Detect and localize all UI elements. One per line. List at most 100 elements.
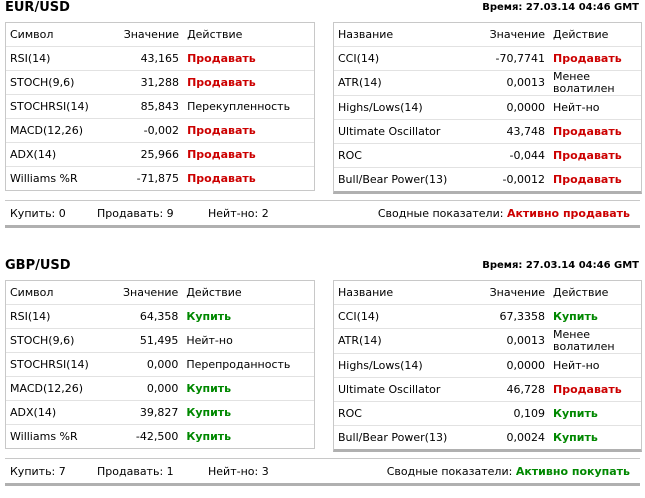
- update-time: Время: 27.03.14 04:46 GMT: [482, 260, 639, 271]
- indicator-name: RSI(14): [6, 46, 109, 71]
- indicator-row: CCI(14) 67,3358 Купить: [334, 304, 641, 329]
- indicator-value: 0,0024: [506, 430, 546, 444]
- indicator-row: Ultimate Oscillator 43,748 Продавать: [334, 119, 641, 144]
- header-row: Символ Значение Действие: [6, 23, 314, 47]
- summary-bar: Купить: 0 Продавать: 9 Нейт-но: 2 Сводные п…: [5, 200, 640, 228]
- indicator-action: Купить: [549, 304, 641, 329]
- buy-count: Купить: 7: [10, 465, 66, 478]
- indicator-name: ATR(14): [334, 70, 474, 96]
- indicator-value: 0,0013: [473, 70, 549, 96]
- summary-total: Сводные показатели: Активно продавать: [378, 207, 630, 220]
- indicator-action: Продавать: [187, 171, 256, 185]
- indicator-name: Ultimate Oscillator: [334, 377, 474, 402]
- indicator-name: CCI(14): [334, 304, 474, 329]
- summary-total: Сводные показатели: Активно покупать: [387, 465, 630, 478]
- indicator-value: 0,109: [473, 401, 549, 426]
- indicator-action: Перекупленность: [183, 94, 314, 119]
- indicator-row: Highs/Lows(14) 0,0000 Нейт-но: [334, 353, 641, 378]
- neutral-count: Нейт-но: 3: [208, 465, 269, 478]
- indicator-action: Купить: [549, 401, 641, 426]
- indicator-row: RSI(14) 64,358 Купить: [6, 304, 314, 329]
- indicator-table: Название Значение Действие CCI(14) 67,3358 Ку…: [333, 280, 642, 452]
- indicator-table: Символ Значение Действие RSI(14) 64,358 Купит…: [5, 280, 315, 449]
- indicator-row: STOCHRSI(14) 0,000 Перепроданность: [6, 352, 314, 377]
- header-row: Название Значение Действие: [334, 281, 641, 305]
- indicator-row: ADX(14) 25,966 Продавать: [6, 142, 314, 167]
- indicator-name: Williams %R: [10, 429, 78, 443]
- indicator-row: ADX(14) 39,827 Купить: [6, 400, 314, 425]
- table: Символ Значение Действие RSI(14) 64,358 Купит…: [6, 281, 314, 448]
- indicator-row: STOCHRSI(14) 85,843 Перекупленность: [6, 94, 314, 119]
- table: Название Значение Действие CCI(14) 67,3358 Ку…: [334, 281, 641, 449]
- column-header: Значение: [108, 23, 184, 47]
- indicator-name: Bull/Bear Power(13): [338, 172, 448, 186]
- sell-count: Продавать: 1: [97, 465, 174, 478]
- indicator-name: RSI(14): [6, 304, 108, 329]
- column-header: Название: [334, 281, 474, 305]
- column-header: Символ: [6, 281, 108, 305]
- indicator-action: Продавать: [549, 143, 641, 168]
- indicator-row: CCI(14) -70,7741 Продавать: [334, 46, 641, 71]
- indicator-row: Williams %R -42,500 Купить: [6, 425, 314, 449]
- indicator-name: MACD(12,26): [6, 118, 109, 143]
- indicator-action: Нейт-но: [549, 353, 641, 378]
- indicator-action: Купить: [182, 376, 314, 401]
- indicator-value: 51,495: [107, 328, 183, 353]
- pair-title: GBP/USD: [5, 258, 71, 273]
- indicator-block: EUR/USD Время: 27.03.14 04:46 GMT Символ Зн…: [0, 0, 645, 240]
- indicator-value: -42,500: [135, 429, 179, 443]
- indicator-action: Купить: [182, 400, 314, 425]
- indicator-value: 31,288: [108, 70, 184, 95]
- column-header: Действие: [549, 23, 641, 47]
- indicator-name: ROC: [334, 143, 474, 168]
- indicator-name: ATR(14): [334, 328, 474, 354]
- indicator-action: Перепроданность: [182, 352, 314, 377]
- indicator-name: Highs/Lows(14): [334, 95, 474, 120]
- indicator-name: ROC: [334, 401, 474, 426]
- indicator-row: ROC -0,044 Продавать: [334, 143, 641, 168]
- indicator-row: STOCH(9,6) 31,288 Продавать: [6, 70, 314, 95]
- indicator-action: Менее волатилен: [549, 70, 641, 96]
- indicator-name: STOCH(9,6): [6, 328, 108, 353]
- indicator-row: Ultimate Oscillator 46,728 Продавать: [334, 377, 641, 402]
- indicator-action: Менее волатилен: [549, 328, 641, 354]
- indicator-name: ADX(14): [6, 142, 109, 167]
- indicator-name: STOCH(9,6): [6, 70, 109, 95]
- column-header: Действие: [183, 23, 314, 47]
- indicator-row: RSI(14) 43,165 Продавать: [6, 46, 314, 71]
- indicator-value: -70,7741: [473, 46, 549, 71]
- indicator-table: Символ Значение Действие RSI(14) 43,165 Прода…: [5, 22, 315, 191]
- indicator-action: Продавать: [183, 70, 314, 95]
- indicator-name: ADX(14): [6, 400, 108, 425]
- indicator-action: Купить: [553, 430, 598, 444]
- indicator-name: Ultimate Oscillator: [334, 119, 474, 144]
- summary-bar: Купить: 7 Продавать: 1 Нейт-но: 3 Сводные п…: [5, 458, 640, 486]
- column-header: Значение: [473, 23, 549, 47]
- column-header: Действие: [182, 281, 314, 305]
- indicator-table: Название Значение Действие CCI(14) -70,7741 П…: [333, 22, 642, 194]
- indicator-value: 43,748: [473, 119, 549, 144]
- indicator-action: Продавать: [549, 377, 641, 402]
- indicator-name: Highs/Lows(14): [334, 353, 474, 378]
- indicator-action: Продавать: [549, 119, 641, 144]
- indicator-action: Продавать: [183, 118, 314, 143]
- indicator-value: 25,966: [108, 142, 184, 167]
- column-header: Название: [334, 23, 474, 47]
- indicator-row: MACD(12,26) -0,002 Продавать: [6, 118, 314, 143]
- indicator-value: 43,165: [108, 46, 184, 71]
- indicator-value: 85,843: [108, 94, 184, 119]
- indicator-row: Bull/Bear Power(13) 0,0024 Купить: [334, 426, 641, 450]
- summary-label: Сводные показатели:: [386, 465, 513, 478]
- neutral-count: Нейт-но: 2: [208, 207, 269, 220]
- indicator-value: 67,3358: [473, 304, 549, 329]
- indicator-value: 39,827: [107, 400, 183, 425]
- indicator-name: CCI(14): [334, 46, 474, 71]
- indicator-value: 64,358: [107, 304, 183, 329]
- indicator-action: Продавать: [183, 142, 314, 167]
- indicator-name: STOCHRSI(14): [6, 352, 108, 377]
- indicator-name: Williams %R: [10, 171, 78, 185]
- indicator-row: STOCH(9,6) 51,495 Нейт-но: [6, 328, 314, 353]
- indicator-action: Нейт-но: [182, 328, 314, 353]
- indicator-action: Продавать: [183, 46, 314, 71]
